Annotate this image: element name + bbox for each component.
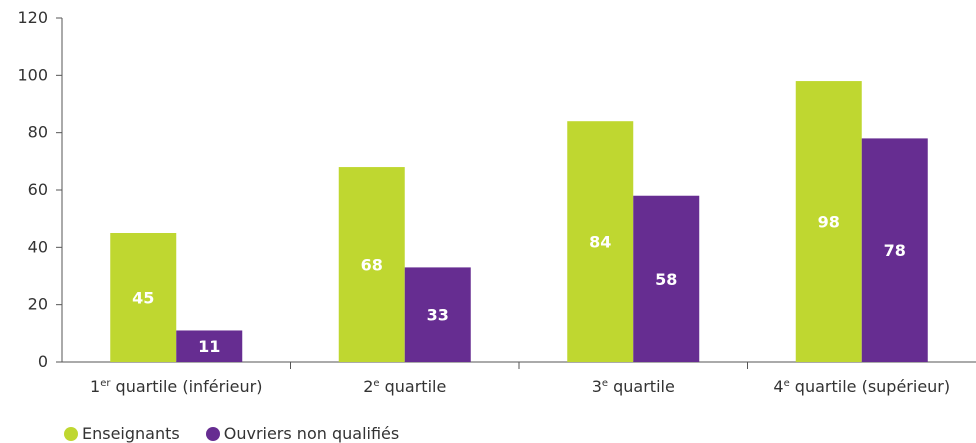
- data-label: 11: [198, 337, 220, 356]
- legend-swatch-ouvriers: [205, 426, 220, 441]
- bar-ouvriers-1: [176, 330, 243, 362]
- data-label: 78: [884, 241, 906, 260]
- bar-enseignants-4: [795, 81, 862, 363]
- x-category-label: 2e quartile: [363, 377, 446, 396]
- data-label: 45: [132, 289, 154, 308]
- legend-swatch-enseignants: [64, 426, 78, 441]
- bar-enseignants-2: [338, 167, 405, 362]
- y-tick-label: 100: [17, 65, 48, 84]
- bar-ouvriers-4: [861, 138, 928, 362]
- x-category-label: 4e quartile (supérieur): [773, 377, 950, 396]
- data-label: 33: [427, 306, 449, 325]
- bar-enseignants-1: [110, 233, 177, 362]
- chart-legend: Enseignants Ouvriers non qualifiés: [64, 424, 399, 443]
- x-category-label: 1er quartile (inférieur): [90, 377, 262, 396]
- legend-item-ouvriers: Ouvriers non qualifiés: [205, 424, 400, 443]
- bar-enseignants-3: [567, 121, 634, 362]
- y-tick-label: 20: [28, 295, 48, 314]
- legend-item-enseignants: Enseignants: [64, 424, 180, 443]
- y-tick-label: 0: [38, 352, 48, 371]
- y-tick-label: 40: [28, 237, 48, 256]
- data-label: 84: [589, 233, 611, 252]
- data-label: 98: [818, 213, 840, 232]
- data-label: 58: [655, 270, 677, 289]
- legend-label-enseignants: Enseignants: [82, 424, 180, 443]
- y-tick-label: 60: [28, 180, 48, 199]
- data-label: 68: [361, 256, 383, 275]
- legend-label-ouvriers: Ouvriers non qualifiés: [223, 424, 400, 443]
- bar-ouvriers-3: [633, 195, 700, 362]
- x-category-label: 3e quartile: [592, 377, 675, 396]
- bar-ouvriers-2: [404, 267, 471, 362]
- y-tick-label: 80: [28, 123, 48, 142]
- y-tick-label: 120: [17, 8, 48, 27]
